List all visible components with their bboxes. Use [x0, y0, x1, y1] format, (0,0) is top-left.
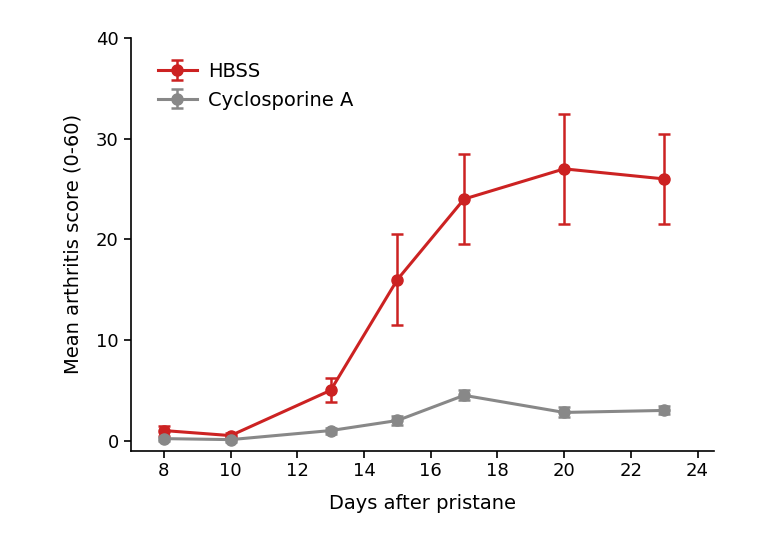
Y-axis label: Mean arthritis score (0-60): Mean arthritis score (0-60) [63, 114, 82, 375]
X-axis label: Days after pristane: Days after pristane [329, 494, 516, 513]
Legend: HBSS, Cyclosporine A: HBSS, Cyclosporine A [152, 56, 359, 115]
